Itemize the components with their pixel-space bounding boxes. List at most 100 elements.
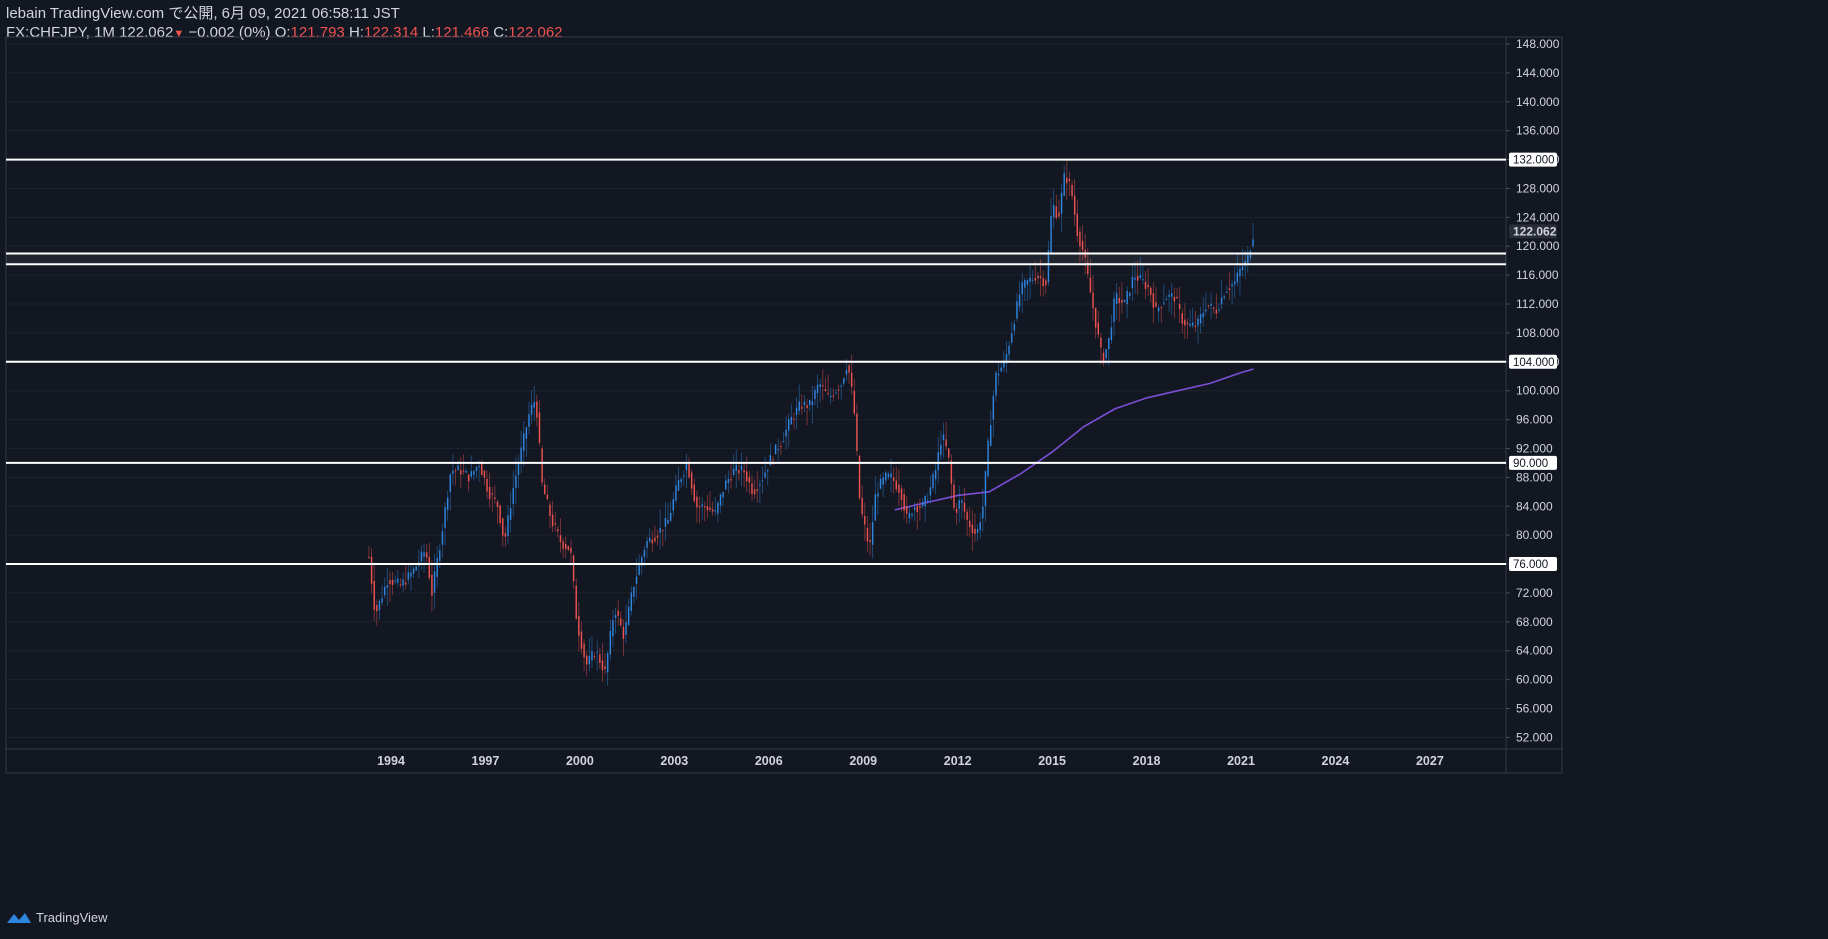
candle-body [793, 418, 795, 420]
candle-body [969, 520, 971, 528]
candle-body [648, 537, 651, 542]
candle-body [570, 547, 572, 553]
price-tags: 132.000 104.000 90.000 76.000 122.062 [1509, 152, 1557, 572]
candle-body [780, 446, 782, 448]
candle-body [580, 631, 583, 649]
candle-body [1005, 354, 1008, 364]
candle-body [659, 527, 661, 533]
time-axis[interactable]: 1994 1997 2000 2003 2006 2009 2012 2015 2018 2021… [377, 754, 1444, 768]
candle-body [1026, 279, 1029, 285]
candle-body [740, 465, 743, 471]
y-tick-label: 56.000 [1516, 702, 1553, 716]
candle-body [378, 600, 381, 611]
candle-body [551, 514, 554, 527]
candle-body [1108, 337, 1110, 350]
candle-body [1042, 278, 1044, 287]
candle-body [688, 464, 690, 478]
candle-body [1165, 299, 1168, 301]
candle-body [743, 470, 745, 473]
candle-body [927, 500, 929, 502]
candle-body [404, 582, 407, 585]
x-tick-label: 2012 [944, 754, 972, 768]
candle-body [816, 384, 819, 394]
candle-body [635, 576, 638, 584]
candle-body [693, 484, 695, 502]
candle-body [1045, 280, 1047, 286]
level-price-tag-label: 104.000 [1513, 357, 1555, 369]
candle-body [1068, 178, 1071, 182]
x-tick-label: 1994 [377, 754, 405, 768]
candle-body [1031, 279, 1034, 281]
y-tick-label: 96.000 [1516, 413, 1553, 427]
candle-body [620, 618, 622, 626]
candle-body [990, 425, 992, 447]
level-price-tag [1509, 455, 1557, 470]
x-tick-label: 2000 [566, 754, 594, 768]
chart-border [5, 36, 1563, 774]
candle-body [494, 497, 496, 499]
x-tick-label: 2009 [849, 754, 877, 768]
candle-body [1160, 307, 1162, 309]
candle-body [853, 390, 856, 414]
candle-body [1147, 284, 1149, 288]
candle-body [911, 514, 913, 516]
candle-body [441, 531, 444, 545]
candle-body [1050, 215, 1052, 253]
y-tick-label: 64.000 [1516, 644, 1553, 658]
candle-body [690, 472, 693, 489]
candle-body [1144, 281, 1147, 289]
candle-body [538, 412, 541, 443]
candle-body [1220, 297, 1223, 305]
candle-body [386, 585, 389, 588]
candle-body [517, 463, 520, 475]
candle-body [785, 429, 787, 437]
candle-body [1178, 304, 1181, 309]
candle-body [601, 660, 604, 671]
candle-body [696, 496, 698, 508]
x-tick-label: 2027 [1416, 754, 1444, 768]
x-tick-label: 2006 [755, 754, 783, 768]
candle-body [1118, 298, 1120, 303]
candle-body [591, 651, 593, 661]
candle-body [1008, 345, 1010, 355]
candle-body [714, 510, 716, 512]
candle-body [982, 506, 984, 519]
candle-body [383, 586, 386, 596]
candle-body [798, 401, 800, 411]
candle-body [669, 512, 672, 521]
level-band [6, 253, 1506, 265]
price-axis[interactable]: 148.000 144.000 140.000 136.000 132.000 128.0… [6, 37, 1560, 744]
x-tick-label: 2021 [1227, 754, 1255, 768]
candle-body [457, 465, 459, 471]
y-tick-label: 108.000 [1516, 326, 1560, 340]
candle-body [617, 610, 619, 616]
candle-body [507, 515, 509, 536]
candle-body [856, 413, 858, 451]
candle-body [795, 407, 798, 415]
x-tick-label: 2018 [1133, 754, 1161, 768]
candle-body [1207, 305, 1210, 307]
candle-body [391, 579, 394, 585]
candle-body [711, 509, 714, 512]
candle-body [945, 439, 947, 447]
candle-body [1231, 284, 1233, 287]
candle-body [465, 470, 467, 473]
candle-body [546, 494, 549, 500]
candle-body [1047, 250, 1050, 283]
candle-body [1060, 192, 1063, 214]
candle-body [520, 447, 522, 463]
candle-body [850, 372, 853, 387]
x-tick-label: 2024 [1322, 754, 1350, 768]
y-tick-label: 84.000 [1516, 499, 1553, 513]
level-price-tag [1509, 354, 1557, 369]
y-tick-label: 92.000 [1516, 441, 1553, 455]
down-arrow-icon: ▼ [173, 28, 185, 40]
candle-body [612, 620, 614, 637]
candle-body [373, 580, 375, 610]
horizontal-levels[interactable] [6, 158, 1506, 566]
candle-body [680, 479, 682, 483]
candle-body [835, 392, 837, 394]
candle-body [407, 572, 410, 580]
candle-body [698, 506, 701, 508]
